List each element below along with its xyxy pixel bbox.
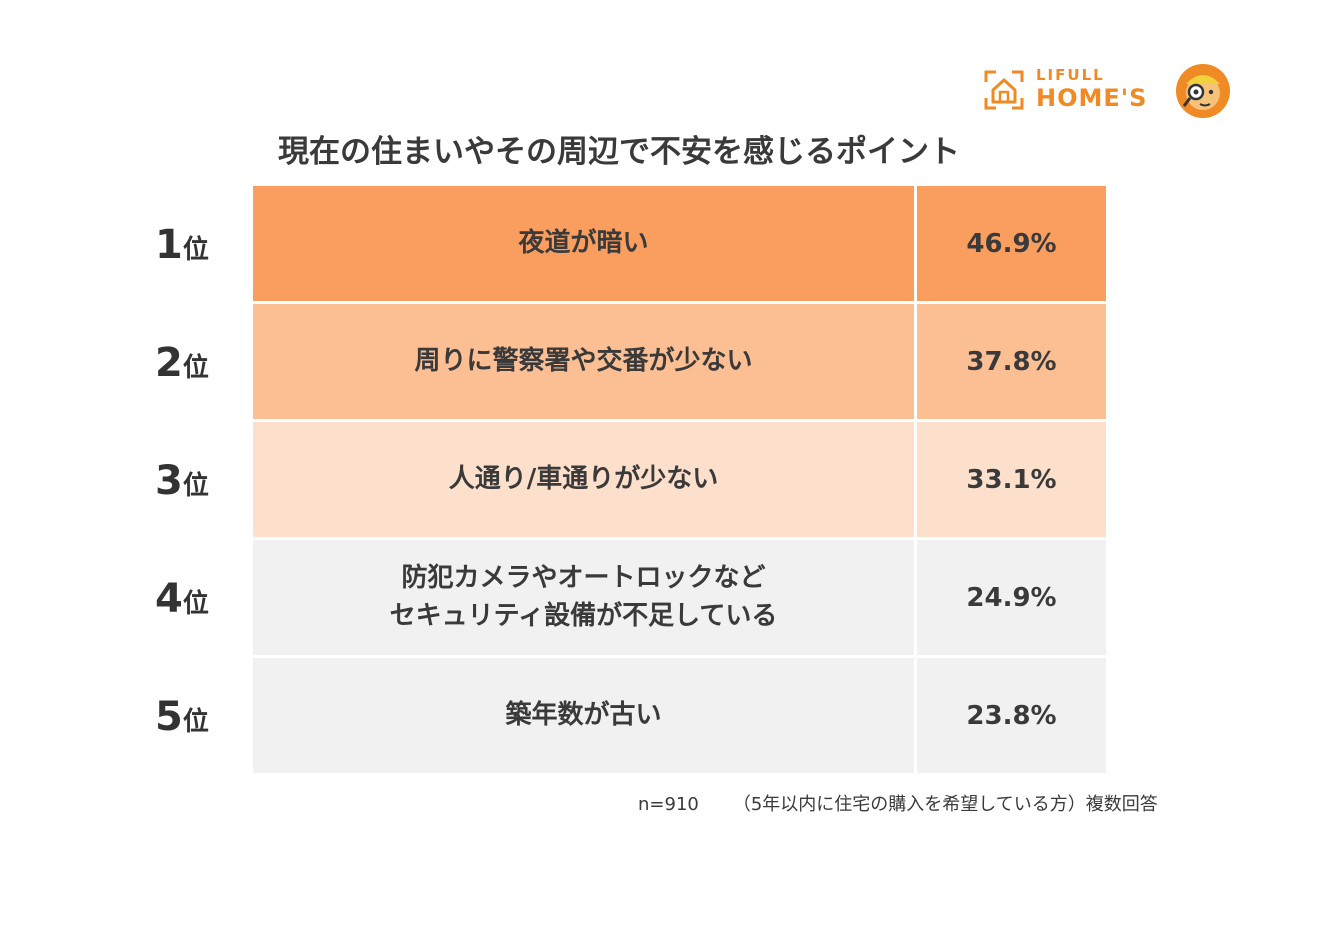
item-cell: 築年数が古い: [253, 658, 914, 773]
brand-logo: LIFULL HOME'S: [982, 62, 1232, 120]
rank-label: 4位: [155, 576, 245, 622]
rank-suffix: 位: [182, 471, 209, 501]
rank-suffix: 位: [182, 235, 209, 265]
rank-label: 2位: [155, 340, 245, 386]
item-cell: 人通り/車通りが少ない: [253, 422, 914, 537]
value-cell: 37.8%: [917, 304, 1106, 419]
rank-number: 5: [155, 694, 183, 740]
value-cell: 23.8%: [917, 658, 1106, 773]
item-cell: 周りに警察署や交番が少ない: [253, 304, 914, 419]
rank-number: 1: [155, 222, 183, 268]
item-cell: 防犯カメラやオートロックなど セキュリティ設備が不足している: [253, 540, 914, 655]
value-cell: 46.9%: [917, 186, 1106, 301]
footnote: n=910 （5年以内に住宅の購入を希望している方）複数回答: [638, 790, 1158, 816]
rank-suffix: 位: [182, 707, 209, 737]
rank-number: 2: [155, 340, 183, 386]
rank-number: 4: [155, 576, 183, 622]
brand-name-main: HOME'S: [1036, 84, 1148, 112]
rank-number: 3: [155, 458, 183, 504]
value-cell: 33.1%: [917, 422, 1106, 537]
house-icon: [984, 70, 1024, 110]
mascot-icon: [1176, 64, 1230, 118]
rank-label: 1位: [155, 222, 245, 268]
sample-size: n=910: [638, 794, 699, 815]
brand-name-top: LIFULL: [1036, 66, 1105, 84]
value-cell: 24.9%: [917, 540, 1106, 655]
footnote-note: （5年以内に住宅の購入を希望している方）複数回答: [732, 794, 1158, 815]
rank-suffix: 位: [182, 353, 209, 383]
rank-label: 5位: [155, 694, 245, 740]
item-cell: 夜道が暗い: [253, 186, 914, 301]
rank-suffix: 位: [182, 589, 209, 619]
rank-label: 3位: [155, 458, 245, 504]
chart-title: 現在の住まいやその周辺で不安を感じるポイント: [278, 134, 960, 170]
